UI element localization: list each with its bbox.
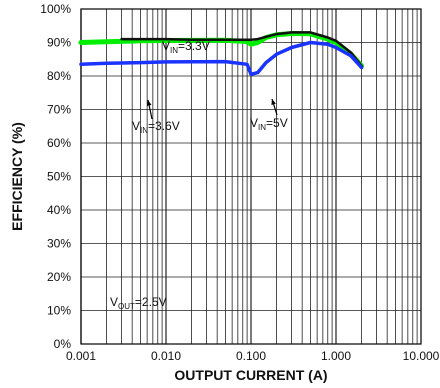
y-tick-label: 90%	[47, 36, 71, 50]
y-tick-label: 50%	[47, 170, 71, 184]
series-line	[78, 31, 365, 69]
annotation-label: VIN=5V	[250, 116, 288, 132]
x-tick-label: 10.000	[403, 349, 440, 363]
y-tick-labels: 0% 10% 20% 30% 40% 50% 60% 70% 80% 90% 100%	[40, 2, 71, 351]
x-tick-label: 0.001	[66, 349, 96, 363]
series-line	[120, 31, 363, 68]
y-tick-label: 30%	[47, 237, 71, 251]
grid	[80, 9, 421, 344]
y-tick-label: 70%	[47, 103, 71, 117]
annotation-label: VIN=3.3V	[162, 39, 210, 55]
plot-frame	[80, 8, 422, 345]
annotation-arrowhead	[271, 99, 276, 105]
series-lines	[78, 31, 365, 77]
x-tick-label: 0.010	[151, 349, 181, 363]
y-tick-label: 100%	[40, 2, 71, 16]
x-tick-label: 1.000	[321, 349, 351, 363]
x-tick-label: 0.100	[236, 349, 266, 363]
y-tick-label: 20%	[47, 270, 71, 284]
y-tick-label: 40%	[47, 203, 71, 217]
y-tick-label: 10%	[47, 304, 71, 318]
x-axis-title: OUTPUT CURRENT (A)	[174, 367, 327, 383]
y-tick-label: 80%	[47, 69, 71, 83]
annotation-arrowhead	[146, 100, 152, 106]
annotation-label: VIN=3.6V	[132, 119, 180, 135]
y-tick-label: 60%	[47, 136, 71, 150]
x-tick-labels: 0.001 0.010 0.100 1.000 10.000	[66, 349, 440, 363]
y-tick-label: 0%	[54, 337, 72, 351]
annotations: VIN=3.3V VIN=3.6V VIN=5V VOUT=2.5V	[110, 39, 288, 311]
y-axis-title: EFFICIENCY (%)	[9, 122, 25, 231]
annotation-label: VOUT=2.5V	[110, 295, 167, 311]
series-line	[79, 40, 364, 77]
